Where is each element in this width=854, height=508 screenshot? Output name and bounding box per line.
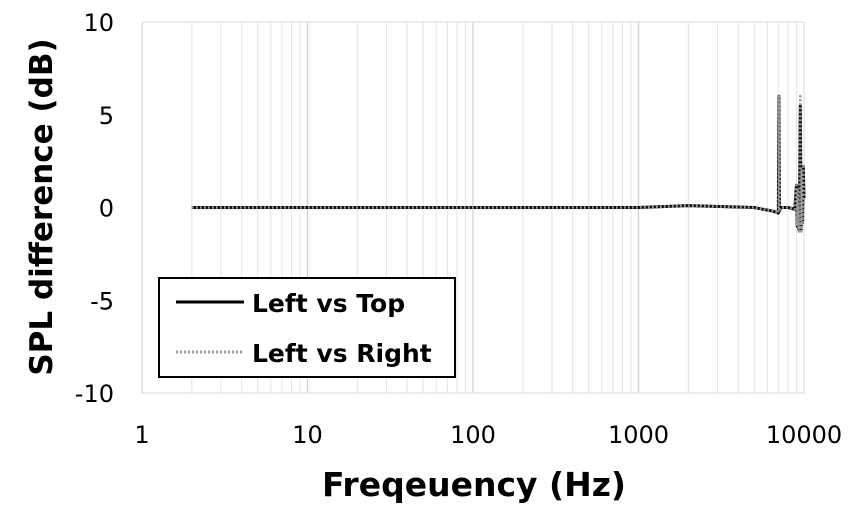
series-lines xyxy=(191,93,806,233)
y-tick-label: 0 xyxy=(99,195,114,223)
series-line-left-vs-right xyxy=(191,93,806,233)
x-tick-label: 1000 xyxy=(608,421,669,449)
y-tick-label: 5 xyxy=(99,102,114,130)
y-tick-label: -10 xyxy=(75,380,114,408)
y-tick-label: -5 xyxy=(90,287,114,315)
legend-box xyxy=(158,277,456,378)
x-tick-label: 10000 xyxy=(766,421,842,449)
legend-label-left-vs-top: Left vs Top xyxy=(252,289,405,318)
y-axis-tick-labels: 10 5 0 -5 -10 xyxy=(75,9,114,408)
y-tick-label: 10 xyxy=(83,9,114,37)
series-line-left-vs-top xyxy=(191,94,806,232)
x-tick-label: 1 xyxy=(134,421,149,449)
x-axis-label: Freqeuency (Hz) xyxy=(322,465,626,504)
x-axis-tick-labels: 1 10 100 1000 10000 xyxy=(134,421,842,449)
legend: Left vs Top Left vs Right xyxy=(158,277,456,378)
legend-label-left-vs-right: Left vs Right xyxy=(252,339,432,368)
x-tick-label: 100 xyxy=(450,421,496,449)
x-tick-label: 10 xyxy=(292,421,323,449)
y-axis-label: SPL difference (dB) xyxy=(24,38,60,375)
